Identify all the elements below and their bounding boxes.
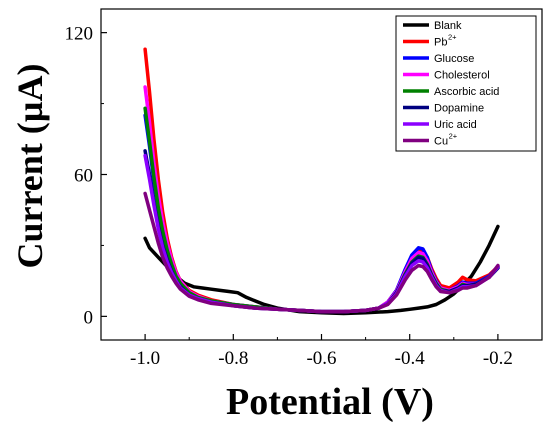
legend-label-5: Dopamine xyxy=(434,103,484,115)
x-axis-title: Potential (V) xyxy=(226,381,434,423)
y-tick-label-0: 0 xyxy=(84,307,94,328)
x-tick-label-4: -0.2 xyxy=(483,348,513,369)
legend-label-3: Cholesterol xyxy=(434,70,490,82)
y-axis-title: Current (µA) xyxy=(10,63,50,268)
legend-label-1: Pb xyxy=(434,37,447,49)
legend-label-sup-1: 2+ xyxy=(448,33,457,42)
legend-label-0: Blank xyxy=(434,20,462,32)
x-tick-label-0: -1.0 xyxy=(130,348,160,369)
legend-box xyxy=(395,15,537,152)
legend-label-2: Glucose xyxy=(434,53,474,65)
series-line-7 xyxy=(143,191,500,314)
x-tick-label-3: -0.4 xyxy=(395,348,426,369)
legend-label-6: Uric acid xyxy=(434,119,477,131)
x-tick-label-1: -0.8 xyxy=(218,348,248,369)
y-tick-label-1: 60 xyxy=(74,166,93,187)
x-tick-label-2: -0.6 xyxy=(306,348,336,369)
y-axis-ticks: 0 60 120 xyxy=(65,24,107,328)
legend-label-sup-7: 2+ xyxy=(449,132,458,141)
legend-label-7: Cu xyxy=(434,136,448,148)
series-layer xyxy=(143,47,500,316)
y-tick-label-2: 120 xyxy=(65,24,94,45)
legend-label-4: Ascorbic acid xyxy=(434,86,499,98)
x-axis-ticks: -1.0 -0.8 -0.6 -0.4 -0.2 xyxy=(100,334,513,369)
